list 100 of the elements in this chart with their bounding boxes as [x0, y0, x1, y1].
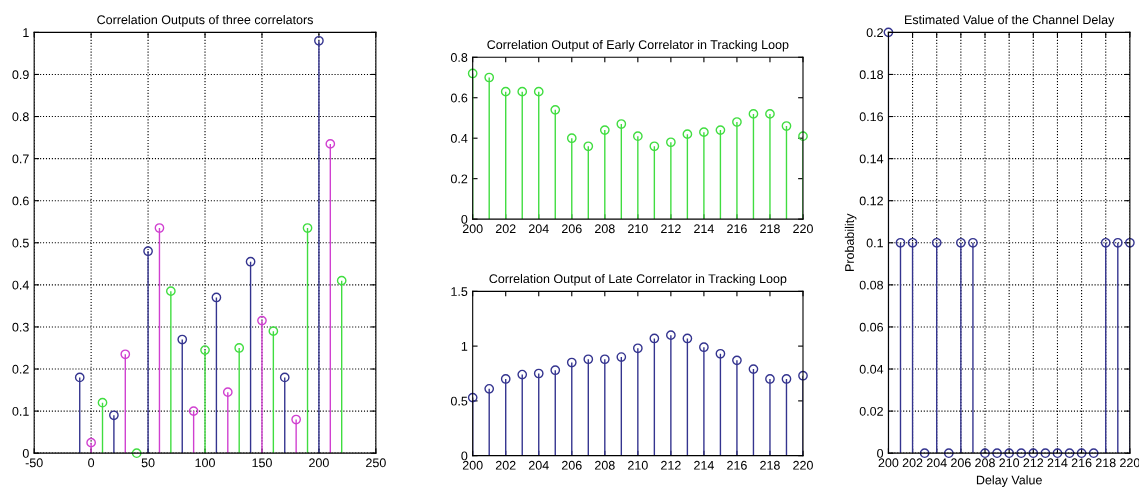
point — [1125, 237, 1135, 248]
y-tick-label: 0.9 — [12, 70, 29, 80]
y-tick-label: 0.18 — [859, 70, 884, 80]
x-tick-label: 206 — [951, 458, 971, 468]
point — [649, 141, 660, 152]
y-tick-label: 0 — [877, 448, 884, 458]
x-tick-label: 204 — [926, 458, 947, 468]
point — [484, 383, 495, 394]
point — [120, 349, 131, 360]
point — [699, 342, 709, 353]
y-tick-label: 0.8 — [450, 53, 468, 62]
point — [533, 368, 544, 379]
x-tick-label: 100 — [195, 458, 215, 468]
point — [97, 397, 108, 408]
point — [765, 109, 775, 119]
point — [154, 223, 165, 233]
point — [583, 141, 594, 152]
y-tick-label: 0.04 — [859, 364, 884, 374]
x-tick-label: 208 — [975, 458, 995, 468]
x-tick-label: 210 — [628, 224, 648, 234]
point — [980, 448, 990, 459]
point — [143, 246, 153, 257]
x-tick-label: 204 — [528, 460, 549, 470]
point — [715, 348, 726, 359]
x-tick-label: 212 — [661, 224, 681, 234]
point — [943, 448, 954, 459]
y-tick-label: 0.02 — [859, 406, 883, 416]
point — [931, 237, 942, 248]
point — [666, 330, 676, 341]
y-tick-label: 0.8 — [12, 112, 29, 122]
point — [1028, 448, 1039, 459]
x-tick-label: 212 — [1023, 458, 1044, 468]
y-tick-label: 0.2 — [866, 28, 883, 38]
chart-title: Correlation Outputs of three correlators — [97, 14, 313, 27]
point — [1100, 237, 1111, 248]
x-tick-label: 204 — [528, 224, 549, 234]
y-tick-label: 0.5 — [450, 396, 468, 406]
point — [883, 27, 894, 38]
y-tick-label: 0 — [22, 448, 29, 458]
x-tick-label: 220 — [1120, 458, 1139, 468]
x-tick-label: 150 — [252, 458, 272, 468]
x-tick-label: 218 — [760, 224, 780, 234]
point — [245, 256, 256, 267]
point — [616, 352, 627, 362]
x-tick-label: 216 — [727, 460, 747, 470]
point — [86, 437, 96, 448]
x-tick-label: 208 — [595, 224, 615, 234]
x-tick-label: 214 — [694, 224, 714, 234]
point — [200, 345, 210, 355]
point — [666, 137, 676, 148]
point — [517, 86, 528, 97]
x-tick-label: 0 — [88, 458, 95, 468]
y-tick-label: 0.1 — [12, 406, 29, 416]
point — [517, 369, 528, 380]
point — [302, 223, 313, 233]
point — [649, 333, 660, 344]
y-axis-title: Probability — [844, 213, 857, 271]
x-tick-label: 200 — [462, 224, 483, 234]
x-tick-label: 206 — [561, 460, 582, 470]
point — [500, 86, 511, 97]
point — [919, 448, 930, 459]
point — [222, 387, 233, 398]
point — [566, 133, 577, 144]
point — [732, 117, 742, 127]
y-tick-label: 0.14 — [859, 154, 884, 164]
point — [74, 372, 85, 383]
point — [109, 410, 119, 421]
x-tick-label: 216 — [1071, 458, 1092, 468]
x-tick-label: 214 — [694, 460, 714, 470]
x-tick-label: 220 — [793, 224, 813, 234]
point — [895, 237, 906, 248]
x-tick-label: 200 — [309, 458, 329, 468]
x-tick-label: 202 — [495, 224, 516, 234]
point — [715, 125, 726, 135]
y-tick-label: 0.4 — [12, 280, 29, 290]
y-tick-label: 1 — [461, 342, 468, 351]
point — [257, 315, 267, 326]
point — [1004, 448, 1015, 459]
y-tick-label: 0.4 — [450, 134, 468, 143]
x-tick-label: 200 — [878, 458, 899, 468]
point — [1052, 448, 1063, 459]
point — [1088, 448, 1099, 459]
chart-title: Estimated Value of the Channel Delay — [905, 14, 1115, 27]
point — [1076, 448, 1087, 459]
point — [1064, 448, 1075, 459]
x-tick-label: 202 — [495, 460, 516, 470]
x-tick-label: 210 — [999, 458, 1020, 468]
x-tick-label: 220 — [793, 460, 813, 470]
y-tick-label: 0.5 — [12, 238, 29, 248]
x-tick-label: 218 — [760, 460, 780, 470]
point — [748, 109, 759, 119]
y-tick-label: 0.1 — [866, 238, 883, 248]
x-tick-label: 210 — [628, 460, 648, 470]
chart-title: Correlation Output of Late Correlator in Tracking Loop — [489, 273, 787, 286]
y-tick-label: 0 — [461, 451, 468, 461]
point — [968, 237, 978, 248]
point — [188, 406, 199, 416]
y-tick-label: 0.06 — [859, 322, 884, 332]
x-tick-label: 202 — [902, 458, 923, 468]
point — [732, 355, 742, 366]
